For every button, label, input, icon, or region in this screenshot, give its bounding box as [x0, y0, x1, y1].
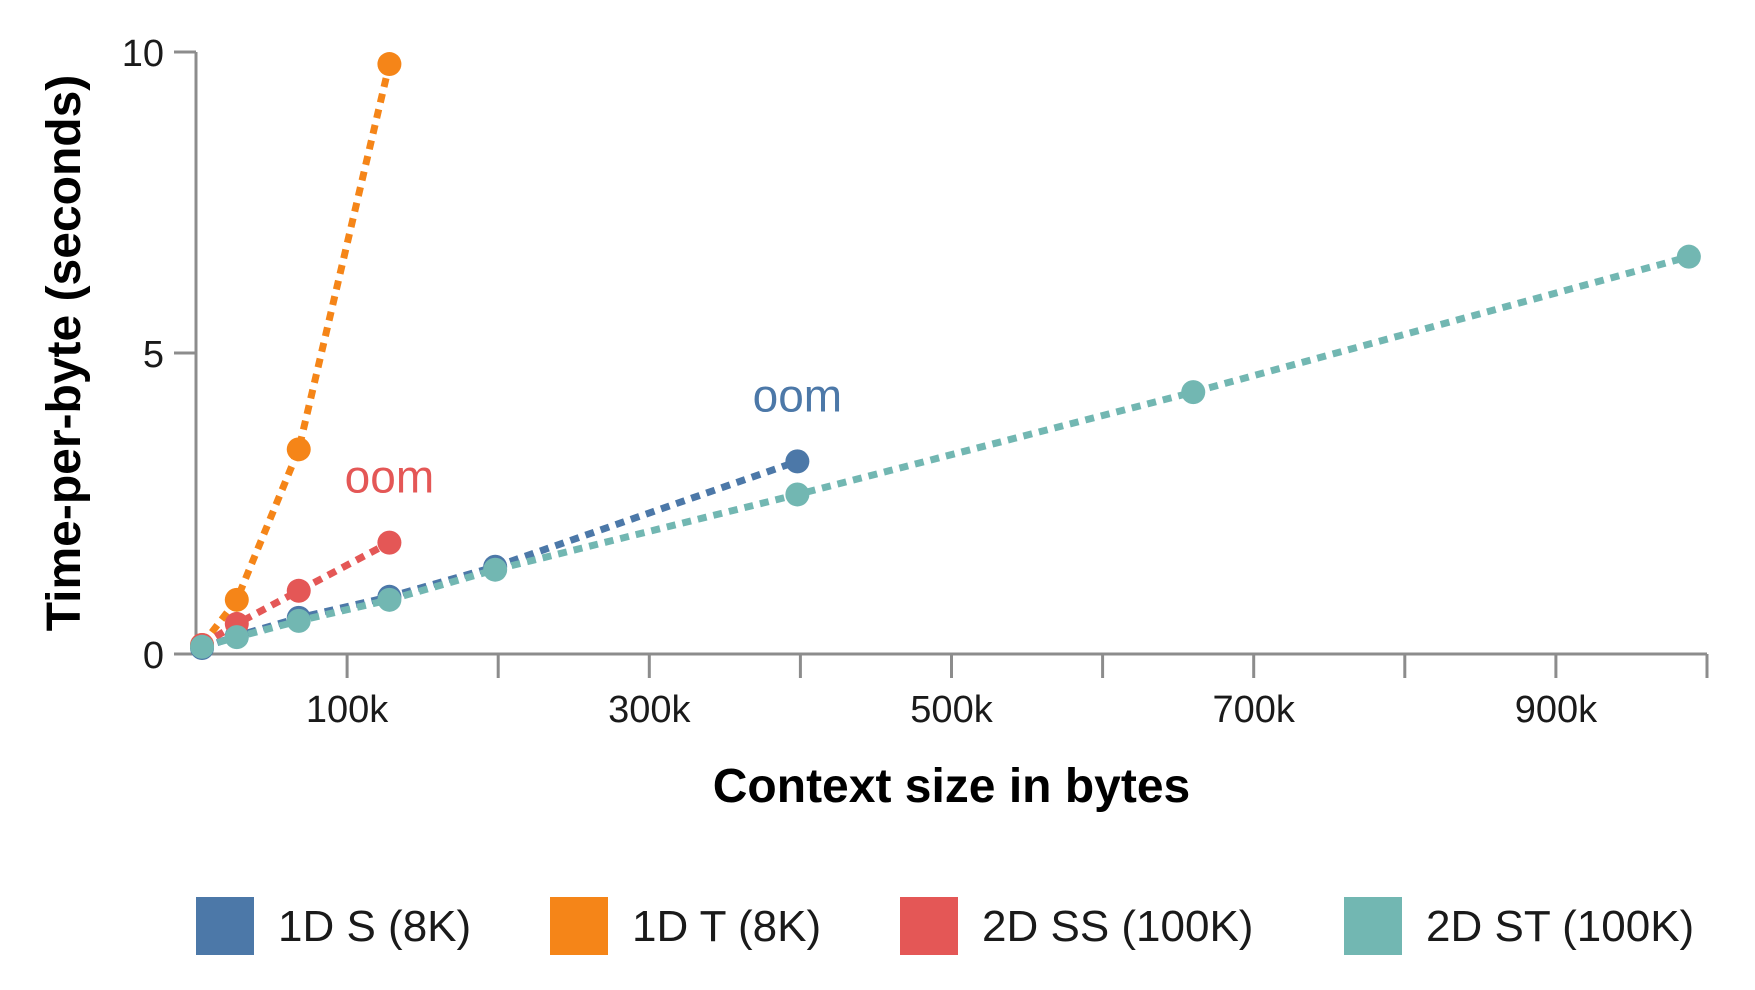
series-2	[190, 52, 402, 657]
data-point	[224, 625, 249, 650]
axes: 100k 300k 500k 700k 900k 0 5 10 Context size in …	[38, 33, 1709, 813]
legend-label: 2D SS (100K)	[982, 902, 1253, 951]
y-tick-label: 5	[143, 334, 164, 376]
data-point	[377, 587, 402, 612]
x-tick-label: 500k	[910, 689, 993, 731]
data-point	[1181, 380, 1206, 405]
legend-swatch	[550, 897, 608, 955]
data-point	[483, 557, 508, 582]
legend-label: 1D T (8K)	[632, 902, 821, 951]
legend-label: 1D S (8K)	[278, 902, 471, 951]
x-tick-label: 900k	[1515, 689, 1598, 731]
data-point	[286, 437, 311, 462]
annotation-layer: oom oom	[345, 369, 842, 502]
data-point	[785, 449, 810, 474]
y-axis-title: Time-per-byte (seconds)	[38, 75, 91, 632]
series-4	[190, 244, 1701, 659]
legend-item: 1D T (8K)	[550, 897, 821, 955]
x-tick-label: 100k	[306, 689, 389, 731]
legend-item: 1D S (8K)	[196, 897, 471, 955]
oom-annotation: oom	[345, 451, 434, 503]
legend-item: 2D SS (100K)	[900, 897, 1253, 955]
data-point	[377, 530, 402, 555]
legend-item: 2D ST (100K)	[1344, 897, 1694, 955]
y-tick-label: 10	[122, 33, 164, 75]
series-line	[199, 63, 393, 648]
data-point	[224, 587, 249, 612]
legend-label: 2D ST (100K)	[1426, 902, 1694, 951]
x-tick-label: 300k	[608, 689, 691, 731]
series-line	[201, 253, 1690, 651]
data-point	[377, 52, 402, 77]
legend-swatch	[1344, 897, 1402, 955]
x-tick-label: 700k	[1212, 689, 1295, 731]
legend-swatch	[196, 897, 254, 955]
y-tick-label: 0	[143, 635, 164, 677]
data-point	[286, 578, 311, 603]
series-line	[200, 539, 392, 648]
data-point	[785, 482, 810, 507]
legend-swatch	[900, 897, 958, 955]
data-point	[1676, 244, 1701, 269]
data-point	[190, 634, 215, 659]
data-point	[286, 608, 311, 633]
series-layer	[190, 52, 1701, 660]
legend: 1D S (8K) 1D T (8K) 2D SS (100K) 2D ST (100…	[196, 897, 1694, 955]
oom-annotation: oom	[753, 369, 842, 421]
x-axis-title: Context size in bytes	[713, 760, 1190, 813]
